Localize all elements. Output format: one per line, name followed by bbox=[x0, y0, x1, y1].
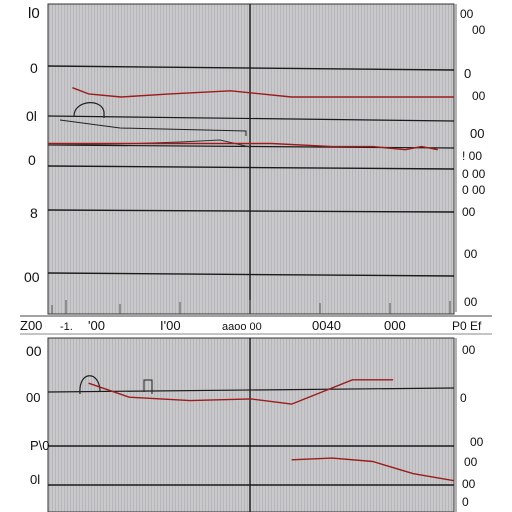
right-label: 0 00 bbox=[462, 167, 486, 181]
top-hline-4 bbox=[47, 165, 455, 170]
bottom-small-marker bbox=[143, 379, 153, 394]
top-left-label: 0 bbox=[28, 152, 36, 168]
top-hline-6 bbox=[47, 272, 455, 277]
right-label: 00 bbox=[472, 23, 486, 37]
top-left-label: 0l bbox=[26, 108, 37, 124]
top-right-labels: 00 00 0 00 00 ! 00 0 00 0 00 00 00 00 bbox=[455, 4, 486, 312]
top-hline-2 bbox=[47, 115, 455, 122]
series-line-1-1 bbox=[291, 457, 455, 482]
right-label: 0 bbox=[460, 391, 467, 405]
x-tick-label: -1. bbox=[60, 321, 73, 333]
top-loop-marker bbox=[73, 102, 105, 118]
x-tick-label: I'00 bbox=[160, 318, 181, 333]
bottom-left-label: 0l bbox=[30, 472, 40, 487]
x-tick-label: '00 bbox=[88, 318, 105, 333]
right-label: 00 bbox=[470, 126, 484, 141]
series-line-0-1 bbox=[48, 142, 438, 151]
top-plot-area bbox=[47, 3, 455, 315]
x-tick-label: aaoo 00 bbox=[222, 321, 262, 333]
right-label: ! 00 bbox=[462, 149, 482, 163]
top-left-label: 8 bbox=[30, 205, 38, 221]
right-label: 00 bbox=[464, 295, 478, 309]
right-label: 00 bbox=[462, 477, 476, 491]
top-dark-trace bbox=[47, 139, 251, 148]
right-label: 0 bbox=[464, 66, 471, 81]
top-hline-5 bbox=[47, 209, 455, 213]
x-tick-label: Z00 bbox=[20, 318, 42, 333]
top-bracket bbox=[59, 119, 247, 136]
series-line-1-0 bbox=[88, 379, 394, 405]
x-tick-label: P0 Ef bbox=[452, 319, 482, 333]
right-label: 00 bbox=[462, 205, 476, 219]
bottom-right-labels: 00 0 00 00 00 0 bbox=[455, 338, 484, 512]
right-label: 00 bbox=[462, 343, 476, 357]
right-label: 00 bbox=[464, 247, 478, 261]
right-label: 00 bbox=[460, 7, 474, 21]
bottom-left-label: P\0 bbox=[30, 438, 50, 453]
right-label: 00 bbox=[470, 435, 484, 449]
top-left-labels: l0 0 0l 0 8 00 bbox=[24, 5, 40, 285]
x-tick-label: 000 bbox=[384, 318, 406, 333]
top-left-label: l0 bbox=[28, 5, 40, 22]
right-label: 0 bbox=[462, 495, 469, 509]
x-tick-label: 0040 bbox=[312, 318, 341, 333]
bottom-left-labels: 00 00 P\0 0l bbox=[26, 343, 50, 487]
right-label: 00 bbox=[472, 89, 486, 103]
bottom-plot-area bbox=[47, 337, 455, 512]
top-left-label: 0 bbox=[30, 60, 38, 76]
top-bottom-labels: Z00 -1. '00 I'00 aaoo 00 0040 000 P0 Ef bbox=[20, 318, 482, 333]
top-hline-1 bbox=[47, 65, 455, 71]
right-label: 00 bbox=[464, 455, 478, 469]
top-bottom-ticks bbox=[51, 300, 451, 314]
right-label: 0 00 bbox=[462, 183, 486, 197]
bottom-panel bbox=[47, 337, 455, 512]
bottom-left-label: 00 bbox=[26, 390, 40, 405]
bottom-left-label: 00 bbox=[26, 343, 42, 359]
bottom-hline-1 bbox=[47, 387, 455, 393]
top-left-label: 00 bbox=[24, 269, 40, 285]
series-line-0-0 bbox=[72, 87, 454, 98]
top-panel bbox=[47, 3, 455, 315]
